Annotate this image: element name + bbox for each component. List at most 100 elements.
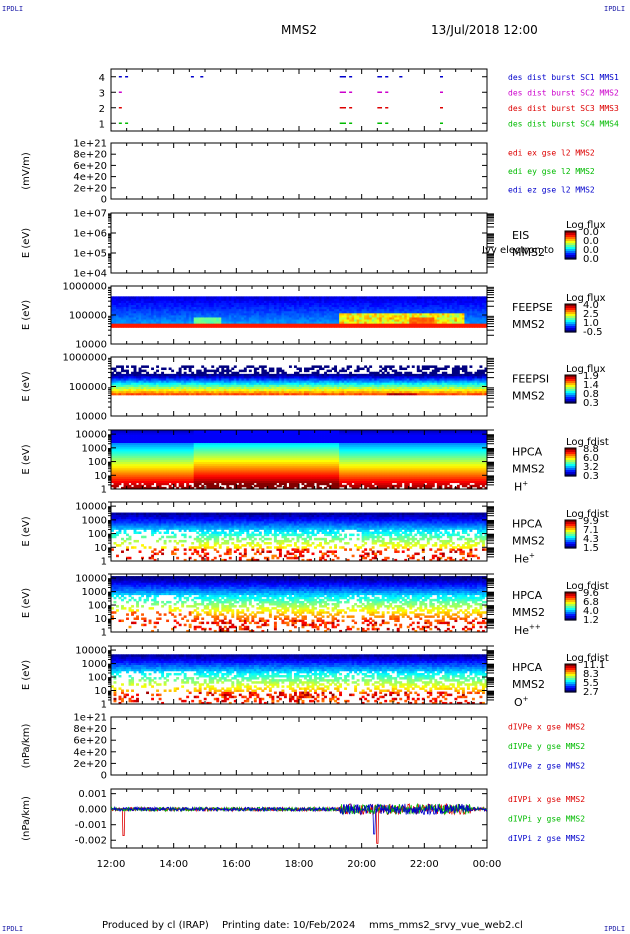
feepse-cell	[266, 304, 270, 308]
feepse-cell	[364, 296, 368, 299]
feepsi-cell	[321, 367, 325, 371]
feepse-cell	[476, 304, 480, 308]
feepse-cell	[293, 300, 297, 303]
feepsi-cell	[173, 382, 177, 385]
feepsi-cell	[356, 375, 360, 379]
feepse-cell	[166, 298, 170, 301]
feepsi-cell	[416, 369, 420, 373]
feepsi-cell	[376, 371, 380, 375]
feepsi-cell	[293, 388, 297, 392]
feepse-cell	[238, 319, 242, 322]
feepsi-cell	[138, 369, 142, 373]
feepsi-cell	[371, 375, 375, 379]
feepse-cell	[188, 298, 192, 301]
feepse-cell	[271, 321, 275, 324]
feepsi-cell	[123, 380, 127, 383]
feepse-cell	[449, 325, 453, 328]
feepsi-cell	[228, 378, 232, 381]
feepsi-cell	[226, 367, 230, 371]
feepsi-cell	[319, 375, 322, 379]
feepsi-cell	[344, 384, 348, 387]
feepse-cell	[288, 298, 292, 301]
feepse-cell	[123, 315, 127, 318]
feepse-cell	[454, 302, 458, 306]
feepse-cell	[281, 325, 285, 328]
feepsi-cell	[399, 371, 403, 375]
feepsi-cell	[429, 378, 433, 381]
feepse-cell	[253, 319, 257, 322]
feepsi-cell	[258, 386, 262, 390]
feepse-cell	[411, 296, 415, 299]
feepse-cell	[186, 317, 190, 320]
feepse-cell	[288, 296, 292, 299]
feepsi-cell	[288, 388, 292, 392]
feepse-cell	[111, 302, 114, 306]
feepse-cell	[208, 317, 212, 320]
feepse-cell	[469, 298, 473, 301]
feepse-cell	[296, 317, 300, 320]
feepsi-cell	[364, 390, 368, 394]
feepsi-cell	[326, 373, 330, 377]
feepse-cell	[321, 323, 325, 326]
feepsi-cell	[201, 375, 205, 379]
feepse-cell	[314, 323, 317, 326]
feepsi-cell	[133, 392, 137, 396]
feepse-cell	[291, 315, 295, 318]
feepsi-cell	[236, 378, 240, 381]
feepse-cell	[271, 325, 275, 328]
feepse-cell	[479, 321, 483, 324]
feepse-cell	[309, 323, 312, 326]
feepse-cell	[128, 321, 132, 324]
feepse-cell	[236, 302, 240, 306]
feepse-cell	[213, 312, 217, 316]
feepse-cell	[346, 302, 350, 306]
feepse-cell	[399, 300, 403, 303]
feepse-cell	[166, 312, 170, 316]
feepsi-cell	[416, 388, 420, 392]
feepsi-cell	[251, 378, 255, 381]
feepsi-cell	[173, 375, 177, 379]
feepse-cell	[346, 300, 350, 303]
feepsi-cell	[141, 369, 144, 373]
feepse-cell	[256, 298, 260, 301]
feepsi-cell	[191, 375, 195, 379]
feepsi-cell	[188, 375, 192, 379]
feepse-cell	[441, 308, 445, 312]
eis-colorbar-cell	[565, 235, 576, 238]
feepsi-cell	[218, 373, 222, 377]
feepsi-cell	[171, 390, 175, 394]
feepsi-cell	[399, 367, 403, 371]
feepse-cell	[173, 296, 177, 299]
feepse-cell	[151, 296, 155, 299]
feepse-cell	[481, 317, 485, 320]
feepsi-cell	[248, 388, 252, 392]
feepsi-cell	[306, 380, 310, 383]
feepse-cell	[211, 296, 215, 299]
feepse-cell	[419, 302, 423, 306]
feepsi-cell	[243, 375, 247, 379]
feepse-cell	[116, 298, 119, 301]
feepsi-cell	[426, 386, 430, 390]
feepsi-cell	[301, 392, 305, 396]
feepse-cell	[421, 300, 425, 303]
feepse-cell	[301, 308, 305, 312]
feepse-cell	[186, 312, 190, 316]
feepse-cell	[421, 325, 425, 328]
feepsi-cell	[138, 386, 142, 390]
feepsi-cell	[309, 382, 312, 385]
feepsi-cell	[126, 369, 129, 373]
feepse-cell	[216, 317, 220, 320]
feepse-cell	[314, 321, 317, 324]
feepse-cell	[196, 310, 200, 314]
feepse-cell	[454, 310, 458, 314]
feepse-cell	[263, 304, 267, 308]
feepse-cell	[376, 302, 380, 306]
feepsi-cell	[371, 388, 375, 392]
feepse-cell	[111, 317, 114, 320]
feepsi-cell	[231, 390, 235, 394]
feepse-cell	[406, 319, 410, 322]
feepsi-cell	[421, 386, 425, 390]
feepse-cell	[376, 310, 380, 314]
feepse-cell	[151, 325, 155, 328]
feepsi-cell	[283, 380, 287, 383]
